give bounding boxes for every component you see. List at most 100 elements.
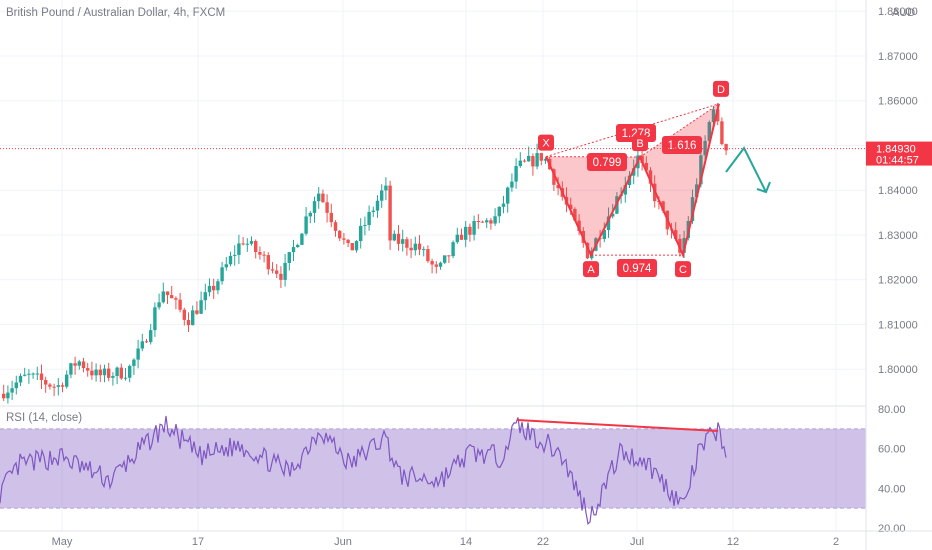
candle-body [258, 251, 262, 255]
candle-body [380, 190, 384, 201]
candle-body [6, 392, 10, 399]
candle-body [451, 242, 455, 257]
candle-body [203, 292, 207, 301]
price-tick-label: 1.81000 [878, 319, 918, 331]
candle-body [111, 376, 115, 378]
price-tick-label: 1.83000 [878, 230, 918, 242]
ratio-bcd: 1.616 [668, 140, 697, 152]
candle-body [35, 373, 39, 375]
candle-body [81, 361, 86, 369]
candle-body [86, 368, 90, 371]
candle-body [472, 220, 476, 235]
candle-body [573, 208, 577, 221]
candle-body [14, 382, 18, 389]
candle-body [438, 262, 443, 267]
candle-body [325, 202, 329, 213]
candle-body [720, 121, 724, 145]
candle-body [716, 109, 720, 122]
candle-body [674, 230, 678, 239]
candle-body [464, 226, 468, 240]
candle-body [648, 170, 653, 184]
pattern-point-b-box [632, 135, 648, 152]
pattern-point-x-box [538, 134, 554, 151]
projection-path [725, 146, 767, 193]
candle-body [527, 155, 531, 162]
candle-body [224, 264, 228, 268]
time-tick-label: Jul [630, 536, 644, 548]
candle-body [501, 203, 506, 207]
candle-body [367, 211, 371, 226]
pattern-point-c-box [675, 261, 691, 278]
ratio-abc-box [617, 259, 657, 277]
candle-body [417, 243, 422, 250]
candle-body [157, 302, 161, 308]
pattern-point-b: B [636, 138, 643, 150]
candle-body [640, 155, 644, 163]
candle-body [115, 367, 119, 377]
candle-body [388, 185, 392, 241]
pattern-point-x: X [542, 138, 550, 150]
candle-body [312, 201, 317, 213]
price-tick-label: 1.82000 [878, 275, 918, 287]
rsi-tick-label: 60.00 [878, 444, 906, 456]
candle-body [23, 374, 27, 376]
candle-body [174, 298, 178, 300]
candle-body [300, 233, 304, 245]
candle-body [270, 269, 275, 271]
candle-body [207, 285, 212, 293]
candle-body [296, 244, 300, 248]
candle-body [342, 238, 346, 240]
rsi-scale[interactable]: 80.00 60.00 40.00 20.00 [878, 404, 906, 535]
candle-body [611, 213, 615, 217]
candle-body [308, 212, 312, 217]
time-tick-label: May [52, 536, 73, 548]
candle-body [606, 216, 611, 231]
candle-body [363, 225, 367, 227]
candle-body [707, 122, 711, 141]
candle-body [90, 370, 94, 376]
candle-body [371, 210, 375, 212]
candle-body [468, 226, 472, 235]
candle-body [396, 233, 401, 244]
candle-body [455, 234, 459, 243]
candle-body [237, 243, 241, 255]
candle-body [98, 369, 102, 376]
time-tick-label: 2 [833, 536, 839, 548]
candle-body [144, 341, 149, 343]
candle-body [552, 169, 556, 185]
candle-body [199, 300, 203, 314]
candle-body [539, 153, 543, 161]
pattern-point-c: C [679, 264, 687, 276]
candle-body [52, 386, 56, 388]
ratio-abc: 0.974 [623, 263, 652, 275]
candle-body [531, 155, 535, 167]
candle-body [711, 109, 716, 123]
candle-body [153, 307, 157, 331]
candle-body [191, 310, 195, 326]
candle-body [480, 221, 485, 223]
candle-body [262, 254, 266, 256]
candle-body [426, 249, 430, 262]
candle-body [283, 262, 287, 280]
candle-body [69, 363, 73, 375]
price-scale[interactable]: 1.880001.870001.860001.850001.840001.830… [878, 6, 918, 376]
candle-body [401, 239, 405, 244]
rsi-tick-label: 40.00 [878, 483, 906, 495]
time-scale[interactable]: May 17 Jun 14 22 Jul 12 2 [52, 536, 839, 548]
candle-body [241, 243, 245, 245]
pattern-point-a-box [583, 261, 599, 278]
candle-body [577, 220, 581, 231]
candle-body [107, 368, 111, 378]
countdown-timer: 01:44:57 [876, 155, 919, 167]
candle-body [304, 216, 308, 234]
candle-body [220, 267, 224, 282]
time-tick-label: 14 [460, 536, 472, 548]
rsi-title: RSI (14, close) [6, 412, 82, 424]
price-tick-label: 1.88000 [878, 6, 918, 18]
pattern-point-d-box [713, 80, 729, 97]
candle-body [535, 153, 539, 167]
candle-body [94, 369, 98, 376]
candle-body [77, 361, 81, 366]
candle-body [128, 365, 132, 378]
